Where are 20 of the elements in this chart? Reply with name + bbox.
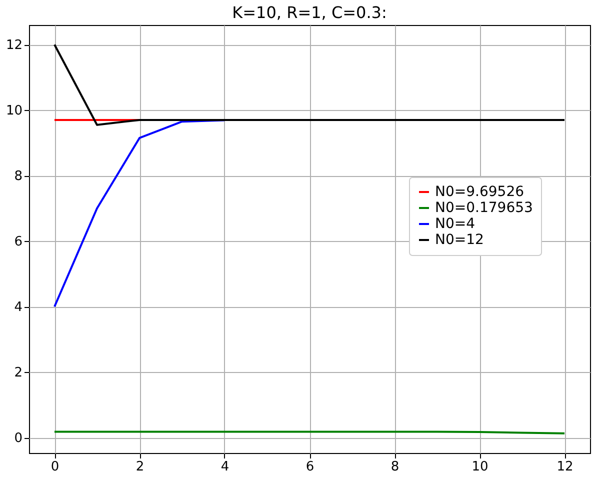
y-tick-label: 6 xyxy=(14,234,22,250)
x-tick-label: 12 xyxy=(556,460,574,474)
x-tick-label: 2 xyxy=(136,460,144,474)
x-tick-label: 4 xyxy=(220,460,230,474)
y-tick-label: 10 xyxy=(6,104,22,119)
x-tick-label: 8 xyxy=(390,460,400,474)
y-tick-label: 2 xyxy=(14,366,22,381)
chart-title: K=10, R=1, C=0.3: xyxy=(232,3,387,22)
legend-label: N0=0.179653 xyxy=(435,200,533,216)
x-tick-label: 10 xyxy=(472,460,488,474)
legend-label: N0=4 xyxy=(435,216,476,232)
x-tick-label: 6 xyxy=(306,460,314,474)
x-tick-label: 0 xyxy=(50,460,60,474)
y-tick-label: 0 xyxy=(14,431,22,446)
y-tick-label: 12 xyxy=(6,38,22,54)
legend-label: N0=9.69526 xyxy=(435,184,524,200)
y-tick-label: 4 xyxy=(14,300,22,316)
legend-label: N0=12 xyxy=(435,232,484,248)
line-series xyxy=(54,119,226,308)
y-tick-label: 8 xyxy=(14,169,22,184)
